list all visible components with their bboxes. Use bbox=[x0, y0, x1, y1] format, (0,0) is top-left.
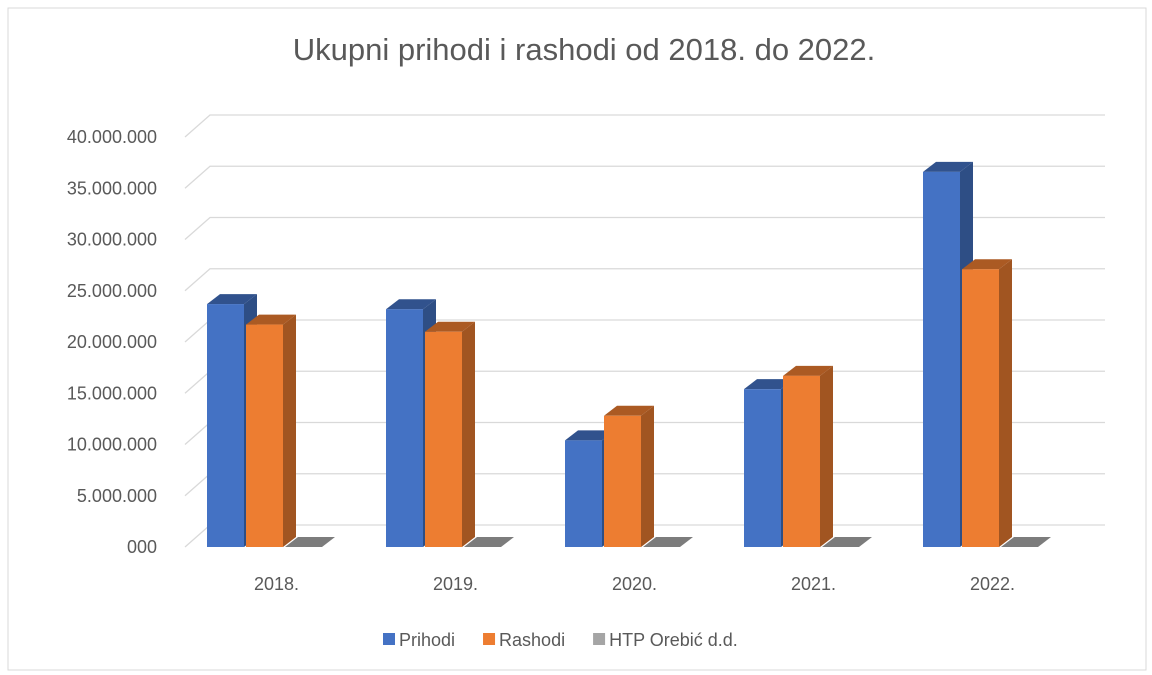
y-tick-label: 40.000.000 bbox=[67, 127, 157, 147]
bar bbox=[962, 269, 999, 547]
legend-label: HTP Orebić d.d. bbox=[609, 630, 738, 650]
bar-top bbox=[207, 294, 257, 305]
bar-side bbox=[283, 314, 296, 547]
bar-top bbox=[744, 379, 794, 390]
grid-line bbox=[184, 114, 1105, 138]
bar-side bbox=[641, 405, 654, 547]
bar bbox=[923, 171, 960, 547]
grid-line bbox=[184, 268, 1105, 292]
bar bbox=[1001, 537, 1051, 547]
x-tick-label: 2018. bbox=[254, 574, 299, 594]
y-tick-label: 000 bbox=[127, 537, 157, 557]
bar bbox=[822, 537, 872, 547]
legend-swatch bbox=[383, 633, 395, 645]
bar-top bbox=[386, 299, 436, 310]
bar bbox=[386, 309, 423, 547]
legend-swatch bbox=[593, 633, 606, 645]
bar-side bbox=[462, 321, 475, 547]
bar bbox=[643, 537, 693, 547]
grid-line bbox=[184, 165, 1105, 189]
bar bbox=[783, 375, 820, 547]
bar bbox=[464, 537, 514, 547]
bar bbox=[285, 537, 335, 547]
y-tick-label: 35.000.000 bbox=[67, 178, 157, 198]
y-tick-label: 5.000.000 bbox=[77, 486, 157, 506]
x-tick-label: 2022. bbox=[970, 574, 1015, 594]
bar bbox=[207, 304, 244, 547]
bar bbox=[604, 415, 641, 547]
chart-title: Ukupni prihodi i rashodi od 2018. do 202… bbox=[293, 32, 876, 67]
bar bbox=[565, 440, 602, 547]
bar-top bbox=[783, 365, 833, 376]
bar-top bbox=[246, 314, 296, 325]
bar-top bbox=[923, 161, 973, 172]
y-tick-label: 15.000.000 bbox=[67, 383, 157, 403]
bar-top bbox=[962, 259, 1012, 270]
legend-label: Rashodi bbox=[499, 630, 565, 650]
legend-swatch bbox=[483, 633, 496, 645]
bar-side bbox=[820, 365, 833, 547]
bar-top bbox=[604, 405, 654, 416]
bar-side bbox=[999, 259, 1012, 547]
bar bbox=[744, 389, 781, 547]
legend-label: Prihodi bbox=[399, 630, 455, 650]
bar bbox=[246, 324, 283, 547]
bar-top bbox=[565, 430, 615, 441]
y-tick-label: 30.000.000 bbox=[67, 230, 157, 250]
y-tick-label: 20.000.000 bbox=[67, 332, 157, 352]
x-tick-label: 2021. bbox=[791, 574, 836, 594]
bar bbox=[425, 331, 462, 547]
x-tick-label: 2020. bbox=[612, 574, 657, 594]
bar-top bbox=[425, 321, 475, 332]
y-tick-label: 10.000.000 bbox=[67, 435, 157, 455]
y-tick-label: 25.000.000 bbox=[67, 281, 157, 301]
x-tick-label: 2019. bbox=[433, 574, 478, 594]
grid-line bbox=[184, 216, 1105, 240]
